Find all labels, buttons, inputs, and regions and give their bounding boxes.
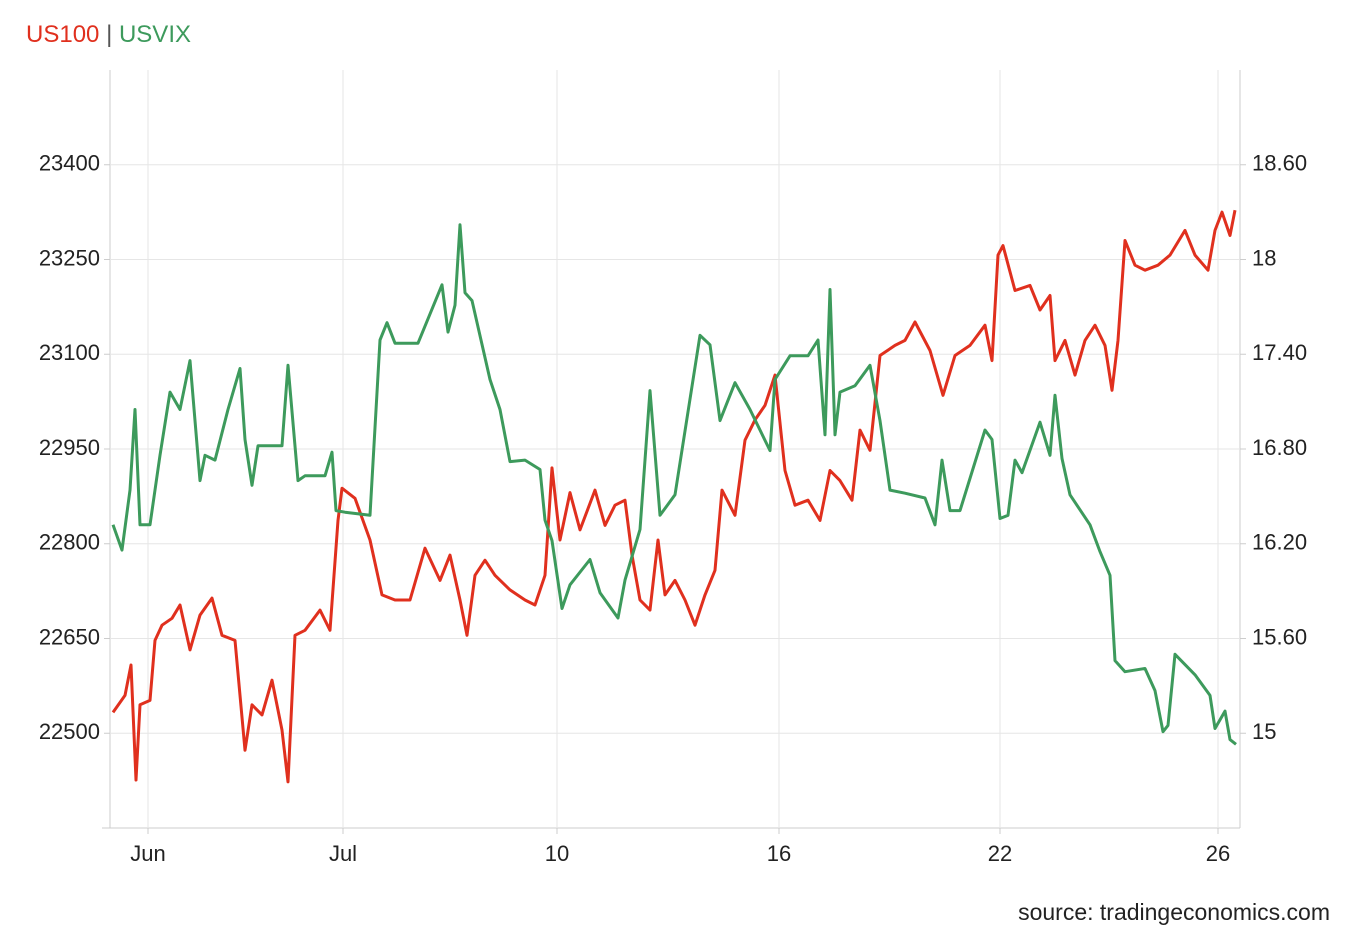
y2-tick-label: 16.80 [1252, 435, 1307, 460]
legend-separator: | [106, 21, 112, 48]
x-tick-label: 16 [767, 841, 791, 866]
y-tick-label: 22650 [39, 624, 100, 649]
y2-tick-label: 15.60 [1252, 624, 1307, 649]
legend-entry: USVIX [119, 21, 191, 48]
y-tick-label: 23250 [39, 245, 100, 270]
legend-entry: US100 [26, 21, 99, 48]
y2-tick-label: 15 [1252, 719, 1276, 744]
line [111, 209, 1237, 784]
x-tick-label: 22 [988, 841, 1012, 866]
y-tick-label: 22500 [39, 719, 100, 744]
x-tick-label: 26 [1206, 841, 1230, 866]
y-tick-label: 22800 [39, 530, 100, 555]
x-tick-label: Jul [329, 841, 357, 866]
y2-tick-label: 18 [1252, 245, 1276, 270]
y-tick-label: 22950 [39, 435, 100, 460]
x-tick-label: 10 [545, 841, 569, 866]
line [111, 223, 1237, 746]
y2-tick-label: 17.40 [1252, 340, 1307, 365]
y2-tick-label: 16.20 [1252, 530, 1307, 555]
x-tick-label: Jun [130, 841, 165, 866]
y-tick-label: 23400 [39, 151, 100, 176]
source: source: tradingeconomics.com [1018, 899, 1330, 925]
y2-tick-label: 18.60 [1252, 151, 1307, 176]
legend: US100 | USVIX [26, 21, 191, 48]
y-tick-label: 23100 [39, 340, 100, 365]
